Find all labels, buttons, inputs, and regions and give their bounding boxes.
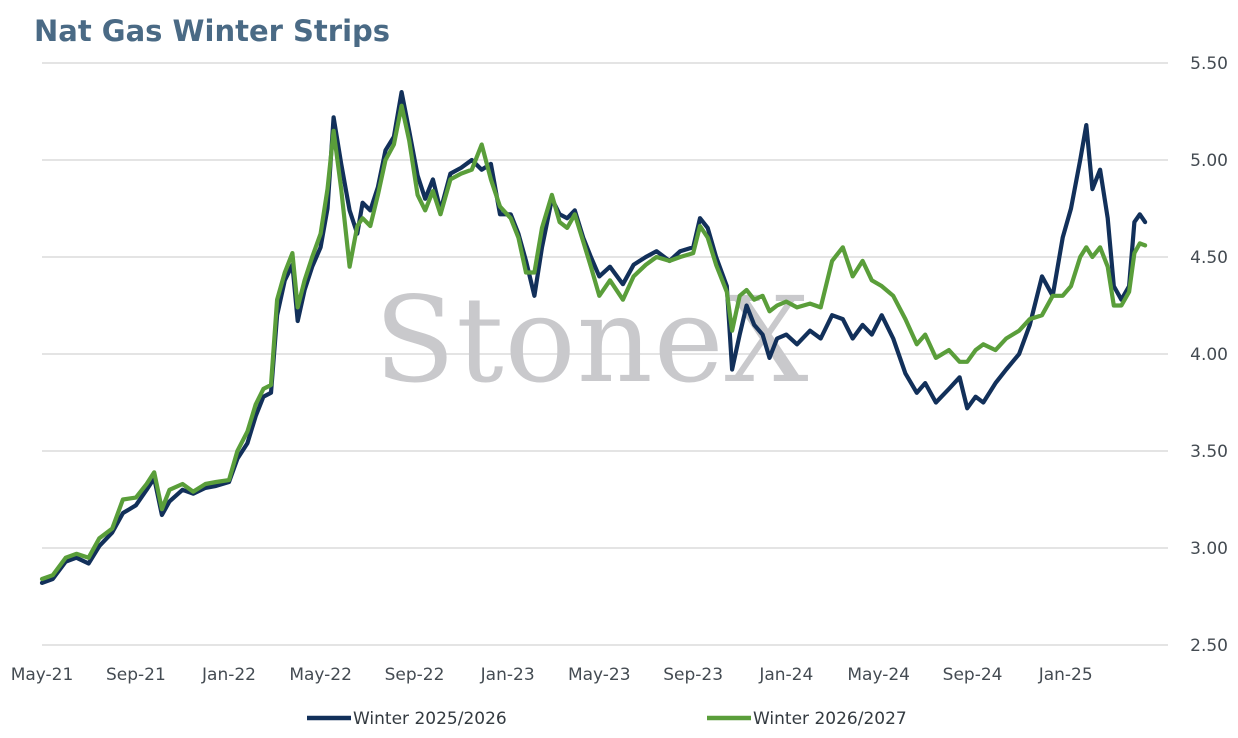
- x-tick-label: Sep-22: [385, 665, 445, 685]
- y-tick-label: 4.00: [1190, 345, 1228, 365]
- y-tick-label: 3.50: [1190, 442, 1228, 462]
- x-tick-label: Sep-21: [106, 665, 166, 685]
- x-tick-label: Jan-25: [1038, 665, 1093, 685]
- x-tick-label: May-21: [11, 665, 74, 685]
- legend-label-1: Winter 2025/2026: [353, 709, 507, 729]
- x-tick-label: May-24: [847, 665, 910, 685]
- y-tick-label: 3.00: [1190, 539, 1228, 559]
- x-tick-label: Sep-23: [663, 665, 723, 685]
- series-line-2: [39, 103, 1148, 582]
- grid-lines: [42, 62, 1168, 646]
- x-tick-label: May-22: [289, 665, 352, 685]
- x-axis-ticks: May-21 Sep-21 Jan-22 May-22 Sep-22 Jan-23 May-…: [11, 665, 1093, 685]
- x-tick-label: Sep-24: [943, 665, 1003, 685]
- x-tick-label: Jan-23: [480, 665, 535, 685]
- legend-label-2: Winter 2026/2027: [753, 709, 907, 729]
- y-tick-label: 4.50: [1190, 248, 1228, 268]
- watermark-logo: StoneX: [374, 271, 809, 409]
- x-tick-label: Jan-24: [758, 665, 813, 685]
- chart-title: Nat Gas Winter Strips: [34, 14, 391, 48]
- series-lines: [39, 90, 1148, 585]
- x-tick-label: Jan-22: [201, 665, 256, 685]
- y-tick-label: 5.00: [1190, 151, 1228, 171]
- legend: Winter 2025/2026 Winter 2026/2027: [307, 709, 907, 729]
- x-tick-label: May-23: [568, 665, 631, 685]
- y-axis-ticks: 2.50 3.00 3.50 4.00 4.50 5.00 5.50: [1190, 54, 1228, 656]
- y-tick-label: 2.50: [1190, 636, 1228, 656]
- y-tick-label: 5.50: [1190, 54, 1228, 74]
